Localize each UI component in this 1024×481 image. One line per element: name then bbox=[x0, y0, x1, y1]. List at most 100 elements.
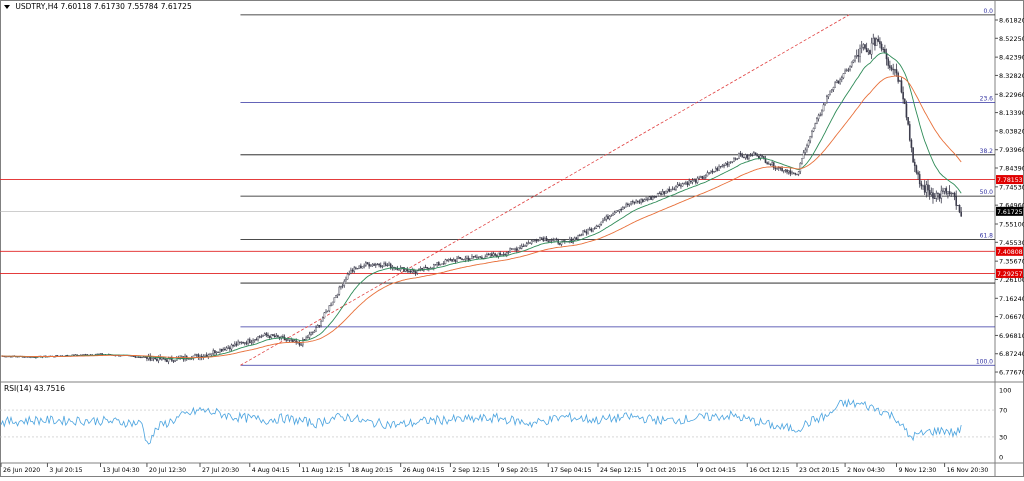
candle-body bbox=[923, 185, 926, 193]
candle-body bbox=[96, 353, 98, 355]
candle-body bbox=[640, 199, 642, 203]
chart-title-bar: USDTRY,H4 7.60118 7.61730 7.55784 7.6172… bbox=[4, 2, 192, 11]
fibonacci-retracement[interactable]: 0.0 23.6 38.2 50.0 61.8 100.0 bbox=[240, 8, 995, 366]
candle-body bbox=[605, 216, 608, 220]
candle-body bbox=[746, 154, 749, 159]
candle-body bbox=[582, 230, 584, 235]
candle-body bbox=[313, 330, 316, 333]
candle-body bbox=[797, 171, 800, 175]
candle-body bbox=[535, 239, 538, 242]
candle-body bbox=[383, 263, 385, 267]
time-axis-label: 16 Oct 12:15 bbox=[749, 467, 789, 474]
candle-body bbox=[217, 351, 220, 353]
candle-body bbox=[801, 158, 803, 164]
candle-body bbox=[940, 190, 943, 199]
candle-body bbox=[839, 79, 841, 84]
candle-body bbox=[282, 336, 284, 338]
candle-body bbox=[363, 265, 365, 267]
candle-body bbox=[479, 256, 482, 258]
candle-body bbox=[509, 248, 511, 253]
candle-body bbox=[263, 333, 266, 336]
time-axis-label: 9 Sep 20:15 bbox=[501, 467, 538, 474]
candle-body bbox=[741, 154, 744, 158]
candle-body bbox=[253, 339, 256, 341]
candle-body bbox=[386, 265, 389, 267]
candle-body bbox=[134, 356, 137, 358]
candle-body bbox=[486, 253, 488, 258]
candle-body bbox=[716, 168, 719, 171]
candle-body bbox=[376, 264, 379, 266]
candle-body bbox=[335, 295, 337, 298]
candle-body bbox=[378, 264, 380, 266]
candle-body bbox=[824, 102, 826, 106]
candle-body bbox=[696, 177, 699, 183]
candle-body bbox=[210, 353, 213, 355]
rsi-axis-label: 30 bbox=[999, 433, 1007, 441]
time-axis-label: 20 Jul 12:30 bbox=[149, 467, 186, 474]
candle-body bbox=[164, 358, 166, 361]
candle-body bbox=[829, 90, 831, 96]
candle-body bbox=[711, 170, 714, 173]
candle-body bbox=[580, 234, 583, 236]
candle-body bbox=[212, 350, 215, 354]
candle-body bbox=[172, 360, 175, 362]
candle-body bbox=[444, 259, 447, 265]
candle-body bbox=[119, 355, 122, 357]
candle-body bbox=[262, 335, 264, 337]
candle-body bbox=[787, 170, 790, 173]
candle-body bbox=[938, 193, 941, 199]
candle-body bbox=[748, 155, 750, 159]
candle-body bbox=[238, 341, 241, 343]
candle-body bbox=[423, 266, 425, 271]
candle-body bbox=[374, 264, 377, 266]
candle-body bbox=[597, 225, 599, 227]
price-axis-label: 7.84390 bbox=[999, 165, 1024, 173]
fib-trend-line[interactable] bbox=[240, 14, 850, 366]
candle-body bbox=[683, 183, 686, 185]
candle-body bbox=[250, 341, 253, 343]
candle-body bbox=[530, 240, 533, 244]
candle-body bbox=[341, 285, 344, 287]
candle-body bbox=[348, 273, 351, 275]
candle-body bbox=[360, 265, 362, 269]
candle-body bbox=[267, 334, 269, 337]
price-axis-label: 7.35670 bbox=[999, 258, 1024, 266]
horizontal-lines[interactable]: 7.78153 7.40808 7.29257 bbox=[0, 175, 1023, 278]
candle-body bbox=[781, 168, 783, 172]
candle-body bbox=[832, 87, 835, 90]
candle-body bbox=[905, 103, 908, 118]
price-axis-label: 8.52250 bbox=[999, 35, 1024, 43]
candle-body bbox=[285, 339, 288, 341]
candle-body bbox=[847, 69, 850, 71]
candle-body bbox=[827, 94, 830, 97]
candle-body bbox=[691, 180, 694, 183]
candle-body bbox=[361, 266, 364, 269]
candle-body bbox=[777, 167, 780, 169]
candle-body bbox=[653, 196, 656, 198]
candle-body bbox=[688, 180, 691, 185]
candle-body bbox=[414, 271, 417, 274]
candle-body bbox=[537, 240, 540, 242]
candle-body bbox=[461, 258, 463, 260]
candle-body bbox=[907, 117, 909, 125]
candle-body bbox=[209, 354, 211, 356]
candle-body bbox=[784, 169, 787, 171]
candle-body bbox=[225, 347, 228, 351]
candle-body bbox=[431, 267, 433, 269]
dropdown-triangle-icon[interactable] bbox=[4, 5, 10, 9]
candle-body bbox=[260, 336, 263, 338]
candle-body bbox=[515, 248, 518, 251]
candle-body bbox=[731, 161, 734, 163]
candle-body bbox=[643, 199, 646, 202]
candle-body bbox=[230, 344, 233, 350]
candle-body bbox=[862, 44, 865, 48]
rsi-indicator-label: RSI(14) 43.7516 bbox=[4, 384, 65, 393]
candle-body bbox=[917, 172, 919, 175]
candle-body bbox=[433, 264, 435, 269]
candle-body bbox=[587, 229, 589, 234]
candle-body bbox=[744, 154, 747, 158]
candle-body bbox=[484, 256, 487, 259]
candle-body bbox=[351, 269, 354, 272]
